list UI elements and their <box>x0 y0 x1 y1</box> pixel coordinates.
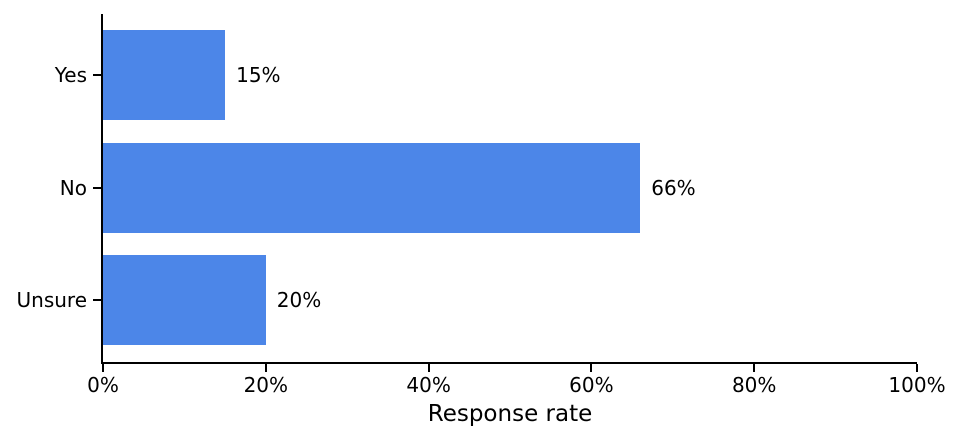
y-axis-line <box>101 14 103 364</box>
y-tick-unsure <box>93 299 101 301</box>
x-tick-label-40: 40% <box>406 373 451 397</box>
bar-value-label-yes: 15% <box>236 63 281 87</box>
x-axis-title: Response rate <box>427 401 593 427</box>
y-tick-label-unsure: Unsure <box>16 288 88 312</box>
x-tick-80 <box>753 364 756 372</box>
plot-area: Response rate Yes 15% No 66% Unsure 20% 0% 20% 4… <box>17 14 946 426</box>
bar-value-label-no: 66% <box>651 175 696 200</box>
y-tick-yes <box>93 74 101 76</box>
x-tick-label-100: 100% <box>888 373 946 397</box>
x-tick-0 <box>102 364 104 372</box>
x-tick-100 <box>916 364 918 372</box>
bar-value-label-unsure: 20% <box>276 288 322 312</box>
x-tick-20 <box>264 364 267 372</box>
x-tick-40 <box>427 364 430 372</box>
x-tick-label-0: 0% <box>87 373 119 397</box>
x-tick-label-20: 20% <box>243 373 289 397</box>
y-tick-label-no: No <box>59 175 87 200</box>
x-tick-60 <box>590 364 593 372</box>
x-tick-label-60: 60% <box>569 373 614 397</box>
x-axis-line <box>101 362 917 364</box>
bar-yes <box>103 30 226 120</box>
bar-no <box>103 142 641 233</box>
y-tick-label-yes: Yes <box>54 63 87 87</box>
bar-unsure <box>103 255 266 345</box>
y-tick-no <box>93 186 101 189</box>
x-tick-label-80: 80% <box>731 373 777 397</box>
